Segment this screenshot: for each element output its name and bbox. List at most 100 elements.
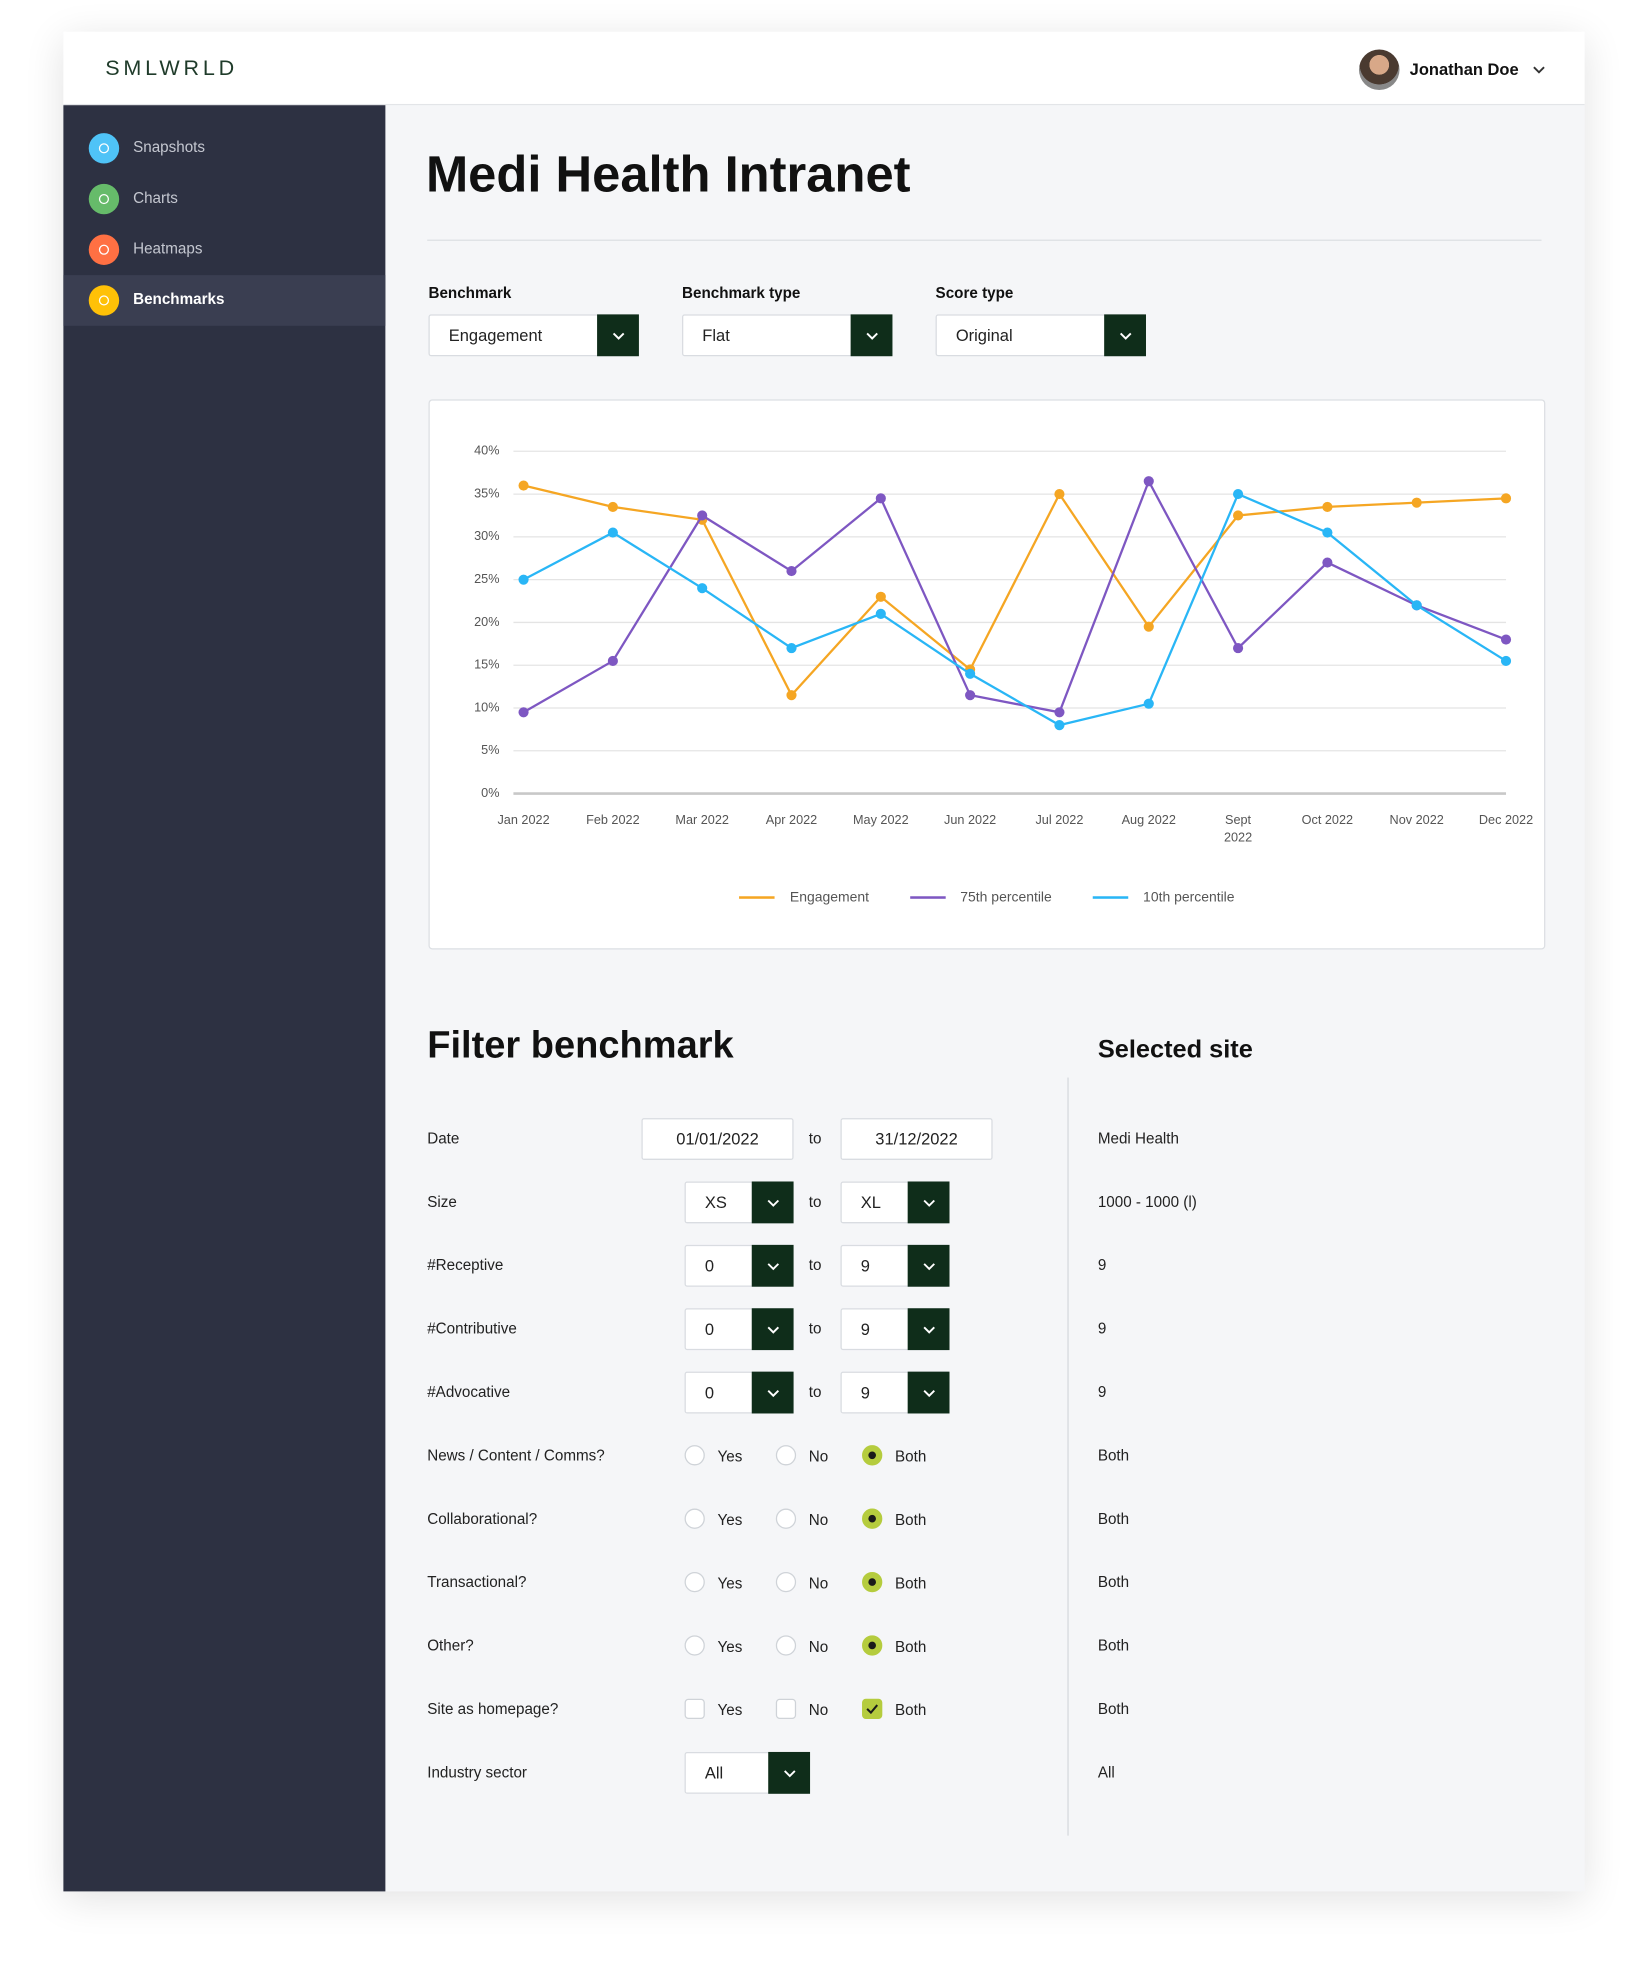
radio[interactable] [684,1571,705,1593]
data-point [607,655,618,667]
data-point [786,566,797,577]
checkbox[interactable] [775,1698,797,1719]
legend-label: 10th percentile [1143,889,1235,906]
nav-item[interactable]: Charts [133,188,178,207]
data-point [1054,720,1065,731]
radio[interactable] [684,1445,705,1466]
site-title: Selected site [1097,1035,1253,1064]
legend-swatch [1092,896,1128,899]
row-label: News / Content / Comms? [427,1446,605,1465]
data-point [1233,510,1244,521]
x-tick-label: Dec 2022 [1478,813,1534,828]
range-to-button[interactable] [907,1181,950,1224]
nav-item[interactable]: Heatmaps [133,239,203,258]
option-label: Both [894,1637,927,1656]
range-from[interactable]: XS [684,1181,794,1224]
y-tick-label: 20% [474,615,499,629]
range-from[interactable]: 0 [684,1371,794,1414]
row-label: Other? [427,1636,474,1655]
chart-card: 0% 5% 10% 15% 20% 25% 30% 35% 40% Engagement 75th… [428,399,1546,950]
x-tick-label: May 2022 [852,813,909,828]
range-to[interactable]: 9 [840,1371,950,1414]
avatar[interactable] [1358,49,1400,91]
range-to-text: 9 [860,1256,870,1276]
range-from-button[interactable] [751,1308,794,1351]
page-title: Medi Health Intranet [425,147,911,203]
data-point [697,583,708,594]
range-to[interactable]: 9 [840,1308,950,1351]
date-text: 01/01/2022 [676,1129,759,1149]
control-select[interactable]: Original [935,314,1146,357]
to-label: to [808,1256,822,1275]
sector-select-button[interactable] [768,1751,811,1794]
data-point [786,690,797,701]
radio[interactable] [775,1635,797,1656]
data-point [1143,621,1154,632]
date-text: 31/12/2022 [875,1129,958,1149]
range-to-button[interactable] [907,1244,950,1287]
site-value: Both [1097,1636,1130,1655]
y-tick-label: 25% [474,572,499,586]
legend-label: Engagement [789,889,870,906]
range-to-text: 9 [860,1383,870,1403]
range-to[interactable]: XL [840,1181,950,1224]
range-from[interactable]: 0 [684,1244,794,1287]
radio[interactable] [775,1508,797,1529]
date-input[interactable]: 31/12/2022 [840,1118,993,1160]
control-select[interactable]: Flat [682,314,893,357]
nav-icon-glyph [98,143,110,154]
range-from-text: 0 [704,1256,715,1276]
radio[interactable] [862,1445,883,1466]
option-label: No [808,1574,829,1593]
x-tick-label: Mar 2022 [675,813,729,828]
nav-icon-glyph [98,295,110,306]
radio[interactable] [862,1635,883,1656]
checkbox[interactable] [684,1698,705,1719]
range-from-button[interactable] [751,1181,794,1224]
chevron-line [766,1262,779,1270]
site-value: 9 [1097,1383,1107,1401]
control-select-button[interactable] [850,314,893,357]
chevron [612,332,624,340]
option-label: Both [894,1574,927,1593]
control-select-button[interactable] [597,314,639,357]
date-input[interactable]: 01/01/2022 [641,1118,794,1160]
user-chevron[interactable] [1531,63,1546,76]
radio[interactable] [684,1508,705,1529]
range-from-button[interactable] [751,1371,794,1414]
chevron-line [783,1769,795,1777]
to-label: to [808,1383,822,1401]
radio[interactable] [775,1445,797,1466]
x-tick-label: Sept 2022 [1223,813,1253,846]
row-label: #Contributive [427,1319,517,1338]
chevron [783,1769,795,1777]
range-to[interactable]: 9 [840,1244,950,1287]
y-tick-label: 30% [474,529,499,543]
radio[interactable] [862,1508,883,1529]
row-label: #Receptive [427,1256,504,1275]
user-name[interactable]: Jonathan Doe [1409,59,1519,79]
nav-item[interactable]: Benchmarks [133,290,225,309]
sector-select[interactable]: All [684,1751,811,1794]
chevron-line [766,1199,779,1207]
option-label: No [808,1447,829,1466]
x-tick-label: Apr 2022 [765,813,818,828]
checkbox[interactable] [862,1698,883,1719]
range-from-button[interactable] [751,1244,794,1287]
control-select-text: Original [955,325,1013,345]
control-select[interactable]: Engagement [428,314,639,357]
logo: SMLWRLD [105,55,239,80]
control-select-text: Engagement [448,325,543,345]
radio[interactable] [684,1635,705,1656]
radio[interactable] [862,1571,883,1593]
range-from[interactable]: 0 [684,1308,794,1351]
control-select-button[interactable] [1104,314,1146,357]
row-label: #Advocative [427,1383,511,1401]
range-to-text: XL [860,1192,881,1212]
nav-item[interactable]: Snapshots [133,138,206,156]
range-to-button[interactable] [907,1371,950,1414]
site-value: Medi Health [1097,1129,1179,1148]
range-to-button[interactable] [907,1308,950,1351]
x-tick-label: Oct 2022 [1301,813,1354,828]
radio[interactable] [775,1571,797,1593]
